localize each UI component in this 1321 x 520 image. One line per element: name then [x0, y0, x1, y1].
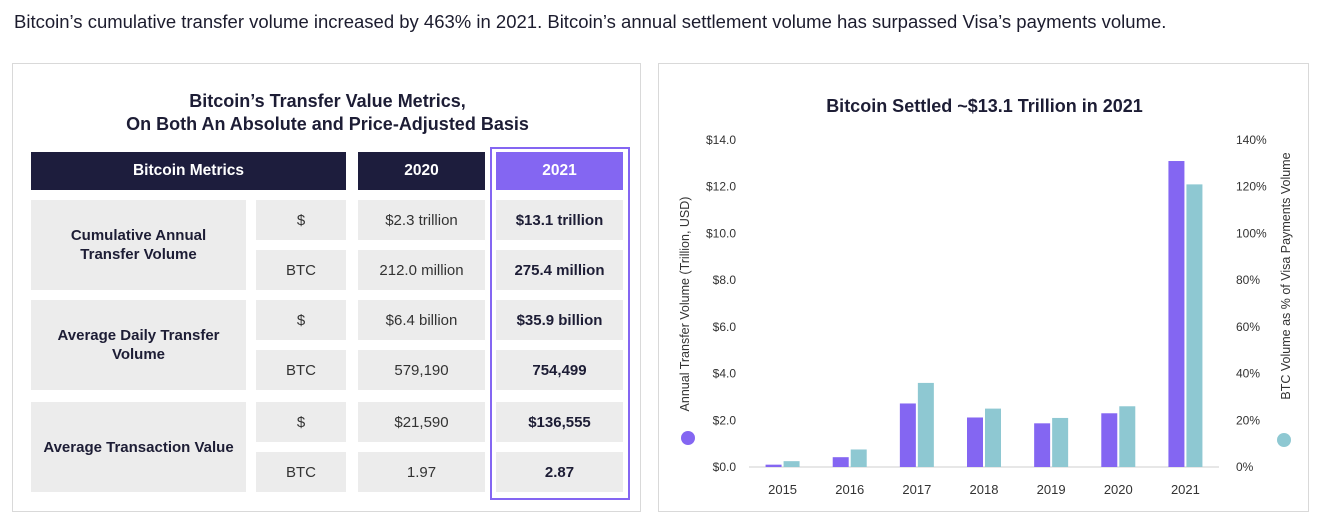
x-tick-label: 2017 — [902, 482, 931, 497]
bar-transfer-volume — [765, 464, 782, 467]
unit-cell: $ — [256, 200, 346, 240]
bar-visa-percent — [850, 449, 867, 467]
bar-transfer-volume — [967, 417, 983, 467]
y-tick-label: $14.0 — [706, 133, 736, 147]
metric-label: Average Transaction Value — [31, 402, 246, 492]
chart-title: Bitcoin Settled ~$13.1 Trillion in 2021 — [826, 96, 1143, 116]
bar-transfer-volume — [899, 403, 916, 467]
value-2020: $2.3 trillion — [358, 200, 485, 240]
value-2021: $35.9 billion — [496, 300, 623, 340]
y-tick-label: $12.0 — [706, 180, 736, 194]
value-2021: $136,555 — [496, 402, 623, 442]
x-tick-label: 2021 — [1171, 482, 1200, 497]
y2-tick-label: 80% — [1236, 273, 1260, 287]
unit-cell: BTC — [256, 250, 346, 290]
y-tick-label: $8.0 — [713, 273, 737, 287]
y2-tick-label: 120% — [1236, 180, 1267, 194]
table-title-line-1: Bitcoin’s Transfer Value Metrics, — [189, 91, 466, 111]
legend-dot-transfer-volume — [681, 431, 695, 445]
y2-tick-label: 140% — [1236, 133, 1267, 147]
chart-panel: Bitcoin Settled ~$13.1 Trillion in 2021 … — [658, 63, 1309, 512]
unit-cell: BTC — [256, 452, 346, 492]
metric-label: Cumulative Annual Transfer Volume — [31, 200, 246, 290]
value-2021: 275.4 million — [496, 250, 623, 290]
header-bitcoin-metrics: Bitcoin Metrics — [31, 152, 346, 190]
value-2021: $13.1 trillion — [496, 200, 623, 240]
y-tick-label: $6.0 — [713, 320, 737, 334]
bar-transfer-volume — [1168, 161, 1185, 467]
bar-visa-percent — [917, 382, 934, 467]
y2-tick-label: 100% — [1236, 226, 1267, 240]
y2-tick-label: 20% — [1236, 413, 1260, 427]
highlight-2021-frame — [490, 147, 630, 500]
bar-chart: $0.0 $2.0 $4.0 $6.0 $8.0 $10.0 $12.0 $14.0 0% 20%… — [678, 133, 1293, 497]
value-2020: $6.4 billion — [358, 300, 485, 340]
value-2020: 1.97 — [358, 452, 485, 492]
bar-visa-percent — [985, 408, 1001, 467]
y2-tick-label: 0% — [1236, 460, 1254, 474]
y2-tick-label: 60% — [1236, 320, 1260, 334]
value-2021: 754,499 — [496, 350, 623, 390]
y-tick-label: $2.0 — [713, 413, 737, 427]
table-title-line-2: On Both An Absolute and Price-Adjusted B… — [126, 114, 529, 134]
bar-visa-percent — [1186, 184, 1203, 467]
unit-cell: $ — [256, 402, 346, 442]
value-2021: 2.87 — [496, 452, 623, 492]
metric-label: Average Daily Transfer Volume — [31, 300, 246, 390]
x-tick-label: 2018 — [970, 482, 999, 497]
metrics-table-panel: Bitcoin’s Transfer Value Metrics, On Bot… — [12, 63, 641, 512]
table-title: Bitcoin’s Transfer Value Metrics, On Bot… — [13, 90, 642, 136]
x-tick-label: 2019 — [1037, 482, 1066, 497]
x-tick-label: 2016 — [835, 482, 864, 497]
y2-axis-label: BTC Volume as % of Visa Payments Volume — [1279, 152, 1293, 399]
bar-visa-percent — [783, 461, 800, 467]
legend-dot-visa-percent — [1277, 433, 1291, 447]
y-tick-label: $4.0 — [713, 367, 737, 381]
x-tick-label: 2015 — [768, 482, 797, 497]
header-2020: 2020 — [358, 152, 485, 190]
bar-transfer-volume — [1101, 413, 1118, 467]
bar-transfer-volume — [1034, 423, 1051, 467]
x-tick-label: 2020 — [1104, 482, 1133, 497]
value-2020: 212.0 million — [358, 250, 485, 290]
bar-visa-percent — [1052, 417, 1069, 467]
y-tick-label: $10.0 — [706, 226, 736, 240]
bar-transfer-volume — [832, 457, 849, 467]
unit-cell: BTC — [256, 350, 346, 390]
y-axis-label: Annual Transfer Volume (Trillion, USD) — [678, 197, 692, 412]
bar-visa-percent — [1119, 406, 1136, 467]
y-tick-label: $0.0 — [713, 460, 737, 474]
headline: Bitcoin’s cumulative transfer volume inc… — [14, 11, 1167, 32]
unit-cell: $ — [256, 300, 346, 340]
header-2021: 2021 — [496, 152, 623, 190]
y2-tick-label: 40% — [1236, 367, 1260, 381]
value-2020: 579,190 — [358, 350, 485, 390]
value-2020: $21,590 — [358, 402, 485, 442]
